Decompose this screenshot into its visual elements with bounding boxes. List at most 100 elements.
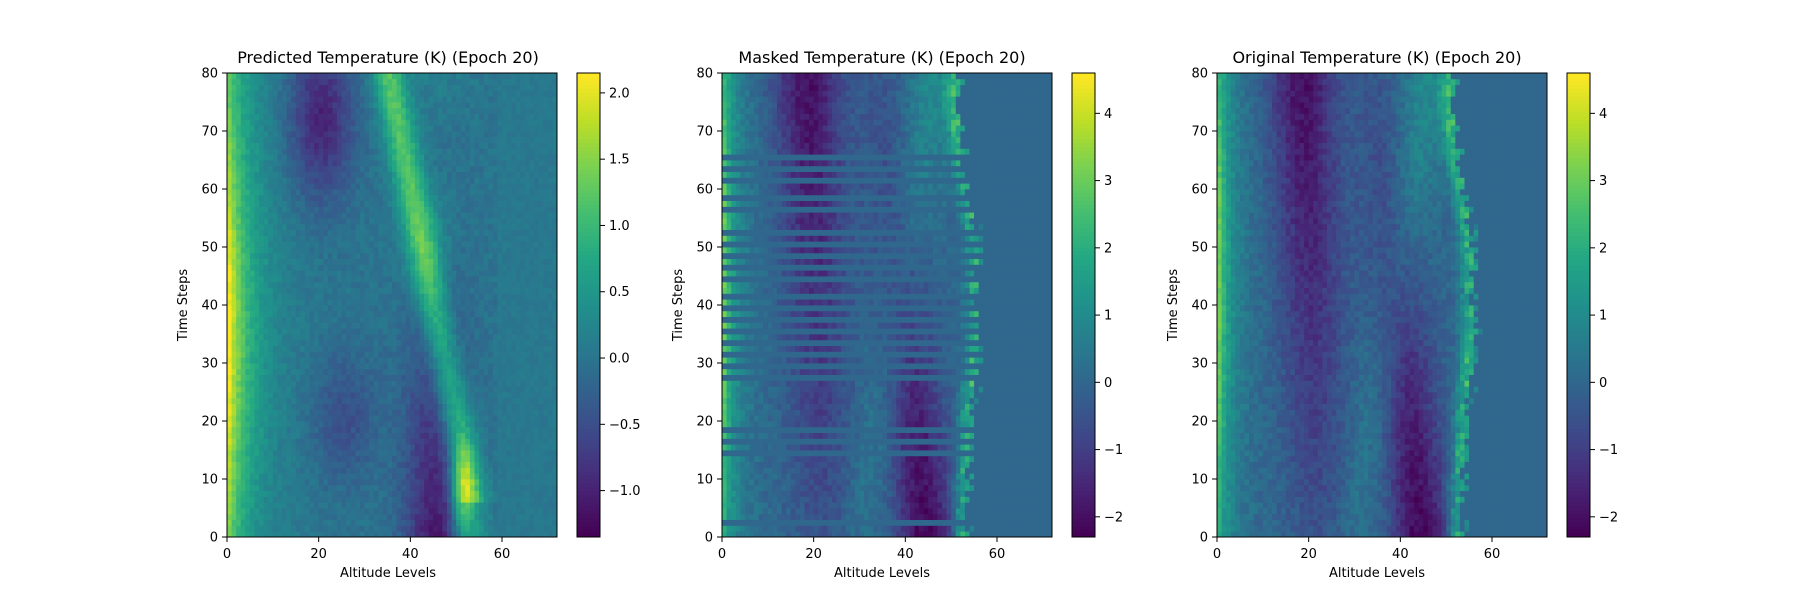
heatmap-cell bbox=[359, 386, 365, 393]
heatmap-cell bbox=[524, 357, 530, 364]
heatmap-cell bbox=[451, 252, 457, 259]
heatmap-cell bbox=[304, 328, 310, 335]
heatmap-cell bbox=[323, 426, 329, 433]
heatmap-cell bbox=[451, 293, 457, 300]
heatmap-cell bbox=[547, 508, 553, 515]
heatmap-cell bbox=[240, 229, 246, 236]
heatmap-cell bbox=[300, 171, 306, 178]
heatmap-cell bbox=[272, 473, 278, 480]
heatmap-cell bbox=[304, 218, 310, 225]
heatmap-cell bbox=[401, 247, 407, 254]
heatmap-cell bbox=[300, 467, 306, 474]
heatmap-cell bbox=[291, 160, 297, 167]
heatmap-cell bbox=[378, 490, 384, 497]
heatmap-cell bbox=[465, 299, 471, 306]
heatmap-cell bbox=[437, 380, 443, 387]
heatmap-cell bbox=[337, 258, 342, 265]
heatmap-cell bbox=[520, 154, 526, 161]
heatmap-cell bbox=[502, 165, 507, 172]
heatmap-cell bbox=[346, 432, 352, 439]
heatmap-cell bbox=[428, 229, 434, 236]
heatmap-cell bbox=[249, 363, 255, 370]
heatmap-row bbox=[227, 310, 558, 317]
heatmap-cell bbox=[392, 183, 397, 190]
heatmap-cell bbox=[465, 490, 471, 497]
heatmap-cell bbox=[428, 299, 434, 306]
heatmap-cell bbox=[433, 380, 439, 387]
heatmap-cell bbox=[337, 525, 342, 532]
heatmap-cell bbox=[447, 322, 452, 329]
heatmap-cell bbox=[451, 322, 457, 329]
heatmap-cell bbox=[483, 316, 489, 323]
heatmap-cell bbox=[355, 148, 361, 155]
heatmap-cell bbox=[254, 473, 260, 480]
heatmap-cell bbox=[323, 363, 329, 370]
heatmap-cell bbox=[419, 345, 425, 352]
heatmap-cell bbox=[428, 276, 434, 283]
heatmap-cell bbox=[268, 171, 274, 178]
heatmap-cell bbox=[245, 252, 251, 259]
heatmap-cell bbox=[405, 322, 411, 329]
heatmap-cell bbox=[451, 247, 457, 254]
heatmap-cell bbox=[337, 328, 342, 335]
heatmap-cell bbox=[259, 421, 265, 428]
heatmap-cell bbox=[291, 368, 297, 375]
heatmap-cell bbox=[227, 212, 232, 219]
heatmap-cell bbox=[341, 276, 347, 283]
heatmap-cell bbox=[359, 351, 365, 358]
heatmap-cell bbox=[552, 426, 558, 433]
heatmap-cell bbox=[405, 421, 411, 428]
heatmap-cell bbox=[291, 206, 297, 213]
heatmap-cell bbox=[346, 421, 352, 428]
heatmap-cell bbox=[419, 171, 425, 178]
heatmap-cell bbox=[314, 455, 320, 462]
heatmap-cell bbox=[392, 513, 397, 520]
heatmap-cell bbox=[282, 403, 287, 410]
heatmap-cell bbox=[236, 281, 242, 288]
heatmap-cell bbox=[231, 426, 237, 433]
heatmap-cell bbox=[387, 299, 393, 306]
heatmap-cell bbox=[327, 276, 333, 283]
heatmap-cell bbox=[259, 189, 265, 196]
heatmap-cell bbox=[543, 444, 549, 451]
heatmap-cell bbox=[355, 450, 361, 457]
heatmap-cell bbox=[387, 368, 393, 375]
heatmap-cell bbox=[282, 264, 287, 271]
heatmap-cell bbox=[341, 229, 347, 236]
heatmap-cell bbox=[245, 305, 251, 312]
heatmap-cell bbox=[309, 334, 315, 341]
heatmap-cell bbox=[300, 189, 306, 196]
heatmap-cell bbox=[268, 479, 274, 486]
heatmap-cell bbox=[410, 508, 416, 515]
heatmap-cell bbox=[520, 339, 526, 346]
heatmap-cell bbox=[282, 258, 287, 265]
heatmap-cell bbox=[497, 183, 503, 190]
heatmap-cell bbox=[378, 200, 384, 207]
heatmap-cell bbox=[515, 444, 521, 451]
heatmap-cell bbox=[419, 299, 425, 306]
heatmap-cell bbox=[534, 455, 540, 462]
heatmap-cell bbox=[506, 154, 512, 161]
heatmap-cell bbox=[410, 363, 416, 370]
heatmap-cell bbox=[282, 328, 287, 335]
heatmap-cell bbox=[543, 316, 549, 323]
heatmap-cell bbox=[401, 444, 407, 451]
heatmap-cell bbox=[492, 363, 498, 370]
heatmap-cell bbox=[227, 490, 232, 497]
heatmap-cell bbox=[488, 351, 494, 358]
heatmap-cell bbox=[332, 200, 338, 207]
heatmap-cell bbox=[552, 484, 558, 491]
heatmap-cell bbox=[552, 189, 558, 196]
heatmap-cell bbox=[414, 194, 420, 201]
heatmap-cell bbox=[346, 467, 352, 474]
heatmap-cell bbox=[286, 258, 292, 265]
heatmap-cell bbox=[502, 328, 507, 335]
heatmap-cell bbox=[245, 287, 251, 294]
heatmap-cell bbox=[405, 461, 411, 468]
heatmap-cell bbox=[286, 322, 292, 329]
heatmap-cell bbox=[424, 519, 430, 526]
heatmap-cell bbox=[552, 142, 558, 149]
heatmap-cell bbox=[392, 299, 397, 306]
heatmap-cell bbox=[515, 189, 521, 196]
heatmap-cell bbox=[369, 247, 375, 254]
